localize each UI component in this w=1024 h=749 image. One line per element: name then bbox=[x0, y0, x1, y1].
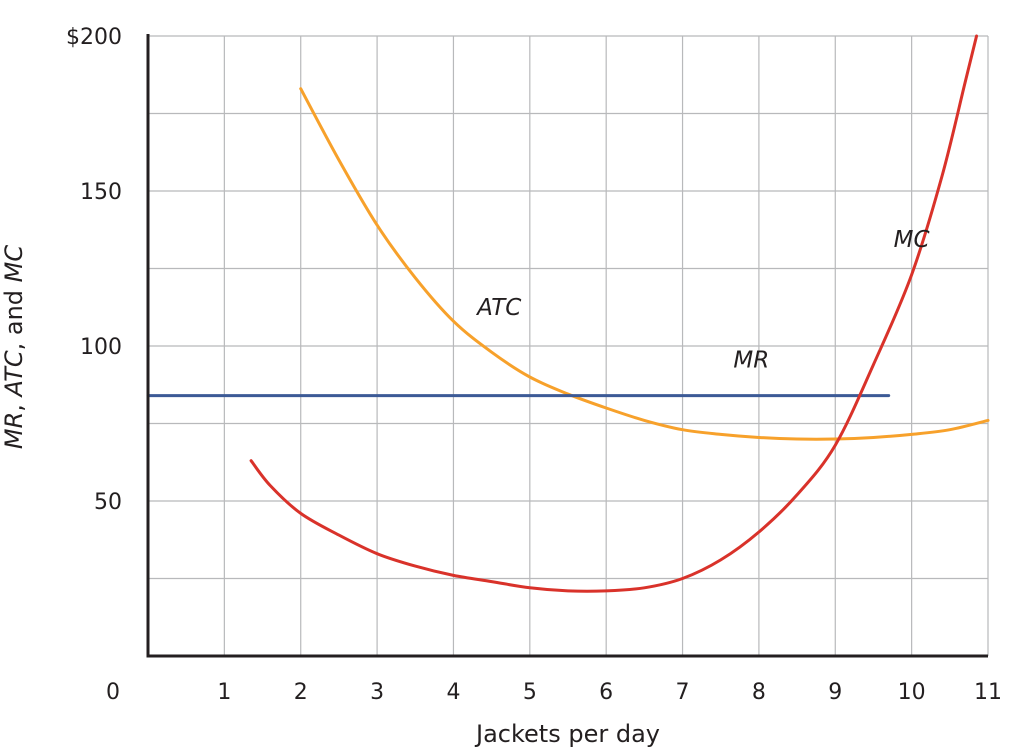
series-line-atc bbox=[299, 87, 990, 441]
y-axis-title-part: , and bbox=[0, 282, 28, 350]
curve-label-atc: ATC bbox=[475, 295, 521, 321]
grid bbox=[148, 35, 989, 656]
y-tick-label: 100 bbox=[80, 335, 122, 360]
x-tick-label: 2 bbox=[294, 680, 308, 705]
y-axis-title-part: ATC bbox=[0, 350, 28, 398]
x-tick-label: 1 bbox=[217, 680, 231, 705]
x-tick-label: 6 bbox=[599, 680, 613, 705]
x-tick-label: 7 bbox=[676, 680, 690, 705]
y-axis-title-part: , bbox=[0, 396, 28, 411]
x-tick-label: 8 bbox=[752, 680, 766, 705]
x-tick-label: 11 bbox=[974, 680, 1002, 705]
y-tick-label: $200 bbox=[66, 25, 122, 50]
y-axis-title: MR, ATC, and MC bbox=[0, 245, 28, 450]
y-tick-label: 50 bbox=[94, 490, 122, 515]
x-axis-title: Jackets per day bbox=[474, 720, 660, 748]
curve-label-mc: MC bbox=[894, 227, 930, 253]
series-line-mc bbox=[249, 34, 979, 593]
y-axis-title-part: MC bbox=[0, 245, 28, 283]
axes bbox=[146, 34, 988, 658]
x-tick-label: 5 bbox=[523, 680, 537, 705]
y-tick-label: 150 bbox=[80, 180, 122, 205]
x-tick-label: 3 bbox=[370, 680, 384, 705]
x-tick-label: 9 bbox=[828, 680, 842, 705]
y-axis-title-part: MR bbox=[0, 412, 28, 449]
series-group bbox=[146, 34, 990, 593]
x-tick-label: 4 bbox=[446, 680, 460, 705]
tick-labels: 1 2 3 4 5 6 7 8 9 10 11 0 50 100 150 $200 bbox=[66, 25, 1002, 705]
x-tick-label: 10 bbox=[898, 680, 926, 705]
curve-labels: ATC MR MC bbox=[475, 227, 929, 374]
origin-tick-label: 0 bbox=[106, 680, 120, 705]
curve-label-mr: MR bbox=[733, 348, 769, 374]
